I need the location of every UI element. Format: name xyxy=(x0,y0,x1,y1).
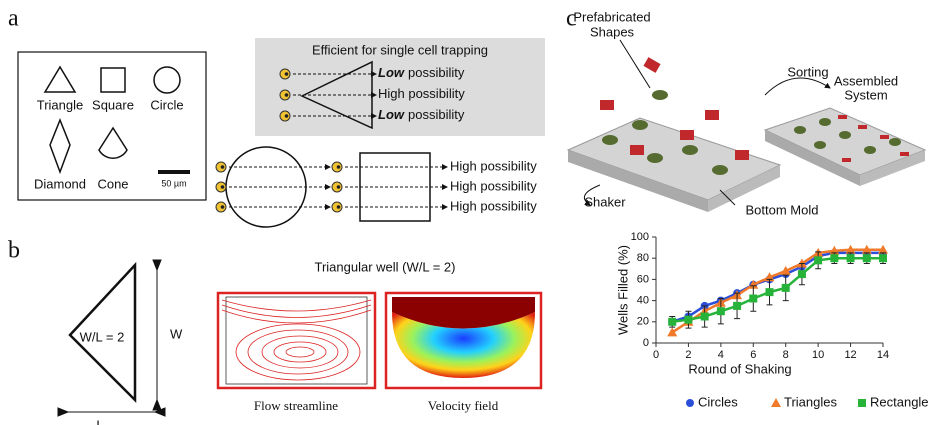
marker xyxy=(797,270,806,279)
marker xyxy=(862,254,871,263)
illustration-label: System xyxy=(844,87,887,102)
illustration-label: Bottom Mold xyxy=(746,202,819,217)
velocity-image xyxy=(384,291,543,390)
scale-bar-label: 50 µm xyxy=(161,178,186,188)
ratio-label: W/L = 2 xyxy=(80,329,125,344)
possibility-text: possibility xyxy=(408,107,465,122)
cell-nucleus xyxy=(220,165,225,169)
marker xyxy=(879,254,887,263)
shape-label: Square xyxy=(92,97,134,112)
marker xyxy=(845,244,856,254)
y-tick-label: 100 xyxy=(631,231,649,243)
x-tick-label: 6 xyxy=(750,349,756,361)
well-title: Triangular well (W/L = 2) xyxy=(315,259,456,274)
y-tick-label: 0 xyxy=(643,337,649,349)
y-tick-label: 60 xyxy=(637,273,649,285)
marker xyxy=(878,244,888,254)
marker xyxy=(846,254,855,263)
streamline-image xyxy=(216,291,377,390)
x-tick-label: 8 xyxy=(783,349,789,361)
x-tick-label: 0 xyxy=(653,349,659,361)
length-label: L xyxy=(96,417,103,425)
marker xyxy=(780,265,791,275)
possibility-text: High possibility xyxy=(378,86,465,101)
marker xyxy=(748,279,759,289)
legend-label: Rectangles xyxy=(870,394,928,409)
panel-label: c xyxy=(566,6,577,32)
x-tick-label: 14 xyxy=(877,349,889,361)
marker xyxy=(749,294,758,303)
possibility-label: High possibility xyxy=(450,198,537,213)
emphasis: Low xyxy=(378,65,405,80)
x-tick-label: 2 xyxy=(685,349,691,361)
y-axis-label: Wells Filled (%) xyxy=(615,245,630,335)
possibility-label: Low possibility xyxy=(378,65,465,80)
possibility-label: High possibility xyxy=(378,86,465,101)
marker xyxy=(830,254,839,263)
illustration-label: Assembled xyxy=(834,73,898,88)
cell-nucleus xyxy=(336,185,341,189)
cell-nucleus xyxy=(336,205,341,209)
marker xyxy=(733,301,742,310)
marker xyxy=(781,283,790,292)
image-caption: Flow streamline xyxy=(254,398,338,413)
marker xyxy=(700,312,709,321)
marker xyxy=(814,256,823,265)
illustration-label: Prefabricated xyxy=(573,9,650,24)
legend-label: Circles xyxy=(698,394,738,409)
marker xyxy=(765,288,774,297)
illustration-label: Shapes xyxy=(590,24,635,39)
shape-label: Diamond xyxy=(34,176,86,191)
x-tick-label: 12 xyxy=(844,349,856,361)
y-tick-label: 80 xyxy=(637,252,649,264)
shape-label: Circle xyxy=(150,97,183,112)
marker xyxy=(861,244,872,254)
marker xyxy=(684,315,693,324)
legend-label: Triangles xyxy=(784,394,837,409)
legend-marker xyxy=(771,398,781,407)
box-title: Efficient for single cell trapping xyxy=(312,42,488,57)
panel-label: b xyxy=(8,238,20,264)
x-tick-label: 10 xyxy=(812,349,824,361)
illustration-label: Sorting xyxy=(787,64,828,79)
cell-nucleus xyxy=(284,93,289,97)
legend-marker xyxy=(686,399,694,407)
highlight-box xyxy=(255,38,545,136)
cell-nucleus xyxy=(284,72,289,76)
assembly-illustration xyxy=(566,39,927,212)
marker xyxy=(668,317,677,326)
possibility-text: possibility xyxy=(408,65,465,80)
y-tick-label: 20 xyxy=(637,316,649,328)
emphasis: Low xyxy=(378,107,405,122)
legend-marker xyxy=(858,399,866,407)
possibility-label: High possibility xyxy=(450,178,537,193)
x-axis-label: Round of Shaking xyxy=(688,361,791,376)
marker xyxy=(716,307,725,316)
triangle-well xyxy=(68,261,137,404)
shape-label: Cone xyxy=(97,176,128,191)
possibility-label: Low possibility xyxy=(378,107,465,122)
cell-nucleus xyxy=(284,114,289,118)
cell-nucleus xyxy=(220,185,225,189)
illustration-label: Shaker xyxy=(584,194,626,209)
cell-nucleus xyxy=(220,205,225,209)
panel-label: a xyxy=(8,6,19,32)
marker xyxy=(667,327,678,337)
cell-nucleus xyxy=(336,165,341,169)
line-chart: 0 20 40 60 80 100 0 2 4 6 8 10 12 14 Circles Triangles R… xyxy=(631,231,928,410)
y-tick-label: 40 xyxy=(637,295,649,307)
image-caption: Velocity field xyxy=(428,398,499,413)
shape-label: Triangle xyxy=(37,97,83,112)
width-label: W xyxy=(170,326,183,341)
possibility-label: High possibility xyxy=(450,158,537,173)
dimension-lines xyxy=(57,259,166,417)
shape-box xyxy=(17,51,207,201)
x-tick-label: 4 xyxy=(718,349,724,361)
